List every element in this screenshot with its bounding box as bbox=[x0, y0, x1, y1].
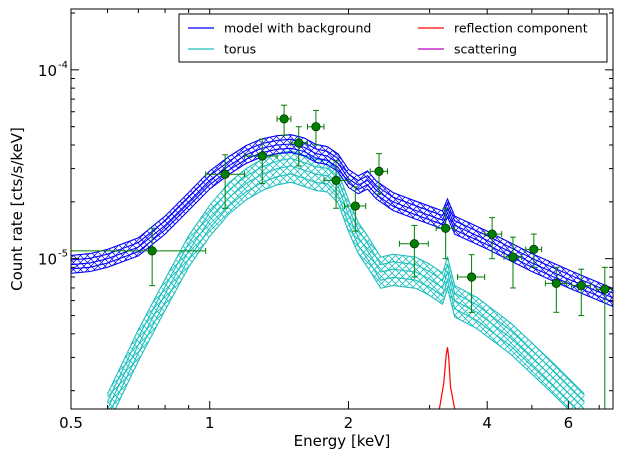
data-marker bbox=[147, 246, 157, 256]
plot-area bbox=[71, 104, 613, 409]
data-marker bbox=[487, 229, 497, 239]
data-marker bbox=[279, 114, 289, 124]
torus-line-4 bbox=[107, 150, 585, 395]
data-marker bbox=[508, 252, 518, 262]
data-marker bbox=[441, 223, 451, 233]
y-tick-exponent: -4 bbox=[58, 60, 68, 71]
torus-line-3 bbox=[107, 157, 585, 402]
model-band bbox=[71, 134, 613, 307]
torus-line-2 bbox=[107, 165, 585, 409]
model-line-3 bbox=[71, 138, 613, 294]
data-point-10 bbox=[435, 207, 456, 260]
legend-box bbox=[178, 13, 608, 63]
x-tick-label: 0.5 bbox=[59, 414, 83, 432]
data-point-15 bbox=[544, 266, 568, 313]
legend-item-0: model with background bbox=[188, 21, 371, 36]
data-point-13 bbox=[503, 236, 523, 289]
data-point-5 bbox=[307, 109, 325, 146]
data-point-0 bbox=[71, 227, 207, 287]
legend-label: torus bbox=[224, 42, 256, 57]
data-marker bbox=[350, 201, 360, 211]
legend-label: scattering bbox=[454, 42, 517, 57]
data-marker bbox=[409, 239, 419, 249]
y-tick-label: 10 bbox=[38, 251, 57, 269]
data-marker bbox=[600, 284, 610, 294]
data-point-4 bbox=[290, 126, 309, 167]
model-line-1 bbox=[71, 147, 613, 303]
model-line-0 bbox=[71, 152, 613, 308]
data-point-12 bbox=[484, 217, 503, 260]
x-tick-label: 1 bbox=[205, 414, 215, 432]
data-point-16 bbox=[571, 268, 591, 317]
x-tick-label: 2 bbox=[344, 414, 354, 432]
x-tick-label: 4 bbox=[482, 414, 492, 432]
data-marker bbox=[551, 278, 561, 288]
data-marker bbox=[311, 122, 321, 132]
legend-item-3: scattering bbox=[418, 42, 517, 57]
data-point-17 bbox=[595, 266, 613, 409]
data-point-3 bbox=[276, 104, 292, 136]
data-point-9 bbox=[398, 224, 429, 278]
y-tick-label: 10 bbox=[38, 62, 57, 80]
axes: 0.5 1 2 4 610-510-4 bbox=[38, 9, 613, 432]
x-axis-label: Energy [keV] bbox=[294, 432, 391, 450]
data-point-8 bbox=[369, 153, 388, 195]
data-point-11 bbox=[457, 254, 486, 313]
y-axis-label: Count rate [cts/s/keV] bbox=[8, 127, 26, 291]
data-point-2 bbox=[244, 138, 278, 185]
legend: model with background reflection componen… bbox=[178, 13, 608, 63]
data-point-6 bbox=[323, 160, 349, 209]
torus-band bbox=[107, 151, 585, 409]
data-marker bbox=[294, 138, 304, 148]
data-marker bbox=[257, 151, 267, 161]
torus-line-0 bbox=[114, 181, 569, 409]
data-marker bbox=[576, 281, 586, 291]
model-line-4 bbox=[71, 134, 613, 290]
legend-label: reflection component bbox=[454, 21, 588, 36]
data-point-7 bbox=[343, 186, 367, 232]
legend-item-2: torus bbox=[188, 42, 256, 57]
reflection-component-line bbox=[438, 347, 456, 409]
data-marker bbox=[331, 175, 341, 185]
x-tick-label: 6 bbox=[564, 414, 574, 432]
data-marker bbox=[529, 244, 539, 255]
y-tick-exponent: -5 bbox=[58, 249, 68, 260]
legend-label: model with background bbox=[224, 21, 371, 36]
torus-line-1 bbox=[110, 173, 578, 409]
data-marker bbox=[466, 272, 477, 282]
data-point-14 bbox=[525, 233, 543, 268]
plot-frame bbox=[70, 8, 614, 410]
data-marker bbox=[374, 166, 384, 176]
model-line-2 bbox=[71, 143, 613, 299]
legend-item-1: reflection component bbox=[418, 21, 588, 36]
data-marker bbox=[220, 169, 230, 179]
data-point-1 bbox=[205, 154, 246, 209]
